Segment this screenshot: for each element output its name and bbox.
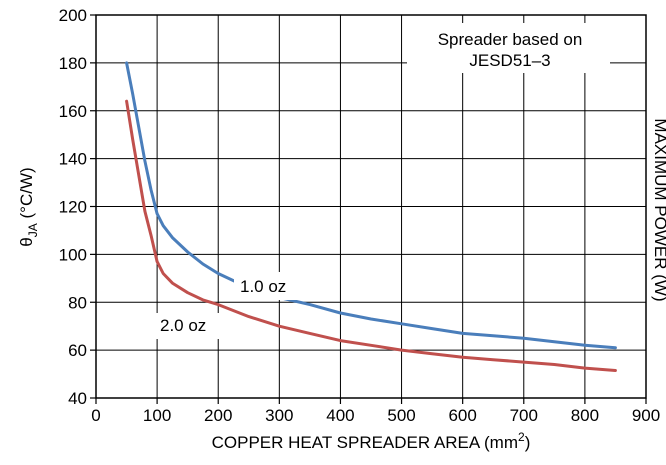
x-tick-label: 0 [91,406,100,425]
x-tick-label: 900 [632,406,660,425]
y-tick-label: 100 [59,245,87,264]
x-tick-label: 700 [510,406,538,425]
annotation-line-1: Spreader based on [438,30,583,49]
x-tick-label: 300 [265,406,293,425]
label-bg-2oz [155,313,225,339]
x-tick-label: 500 [387,406,415,425]
y-axis-title-theta: θ [17,237,36,246]
annotation-line-2: JESD51–3 [469,51,550,70]
x-tick-label: 800 [571,406,599,425]
y-tick-label: 140 [59,150,87,169]
series-line-2oz [125,99,617,372]
y-tick-label: 200 [59,6,87,25]
y-tick-label: 120 [59,198,87,217]
y-axis-title: θJA (°C/W) [17,167,40,246]
label-1oz: 1.0 oz [240,277,286,296]
y-tick-label: 60 [68,341,87,360]
x-tick-label: 600 [448,406,476,425]
ticks [90,14,647,404]
y-tick-label: 160 [59,102,87,121]
y-tick-label: 80 [68,293,87,312]
x-axis-title-tail: ) [525,433,531,452]
y-tick-label: 40 [68,389,87,408]
label-2oz: 2.0 oz [160,316,206,335]
x-tick-label: 200 [204,406,232,425]
x-tick-label: 400 [326,406,354,425]
label-bg-1oz [234,272,326,300]
tick-labels: 40 60 80 100 120 140 160 180 200 0 100 200 300 400 500… [59,6,661,425]
y-tick-label: 180 [59,54,87,73]
annotation-box [407,23,610,73]
x-axis-title: COPPER HEAT SPREADER AREA (mm2) [212,430,531,452]
x-tick-label: 100 [143,406,171,425]
y-axis-title-tail: (°C/W) [17,167,36,223]
right-axis-title: MAXIMUM POWER (W) [651,118,666,301]
series-line-1oz [125,61,617,350]
y-axis-title-sub: JA [26,223,40,237]
x-axis-title-sup: 2 [518,430,525,444]
x-axis-title-main: COPPER HEAT SPREADER AREA (mm [212,433,518,452]
